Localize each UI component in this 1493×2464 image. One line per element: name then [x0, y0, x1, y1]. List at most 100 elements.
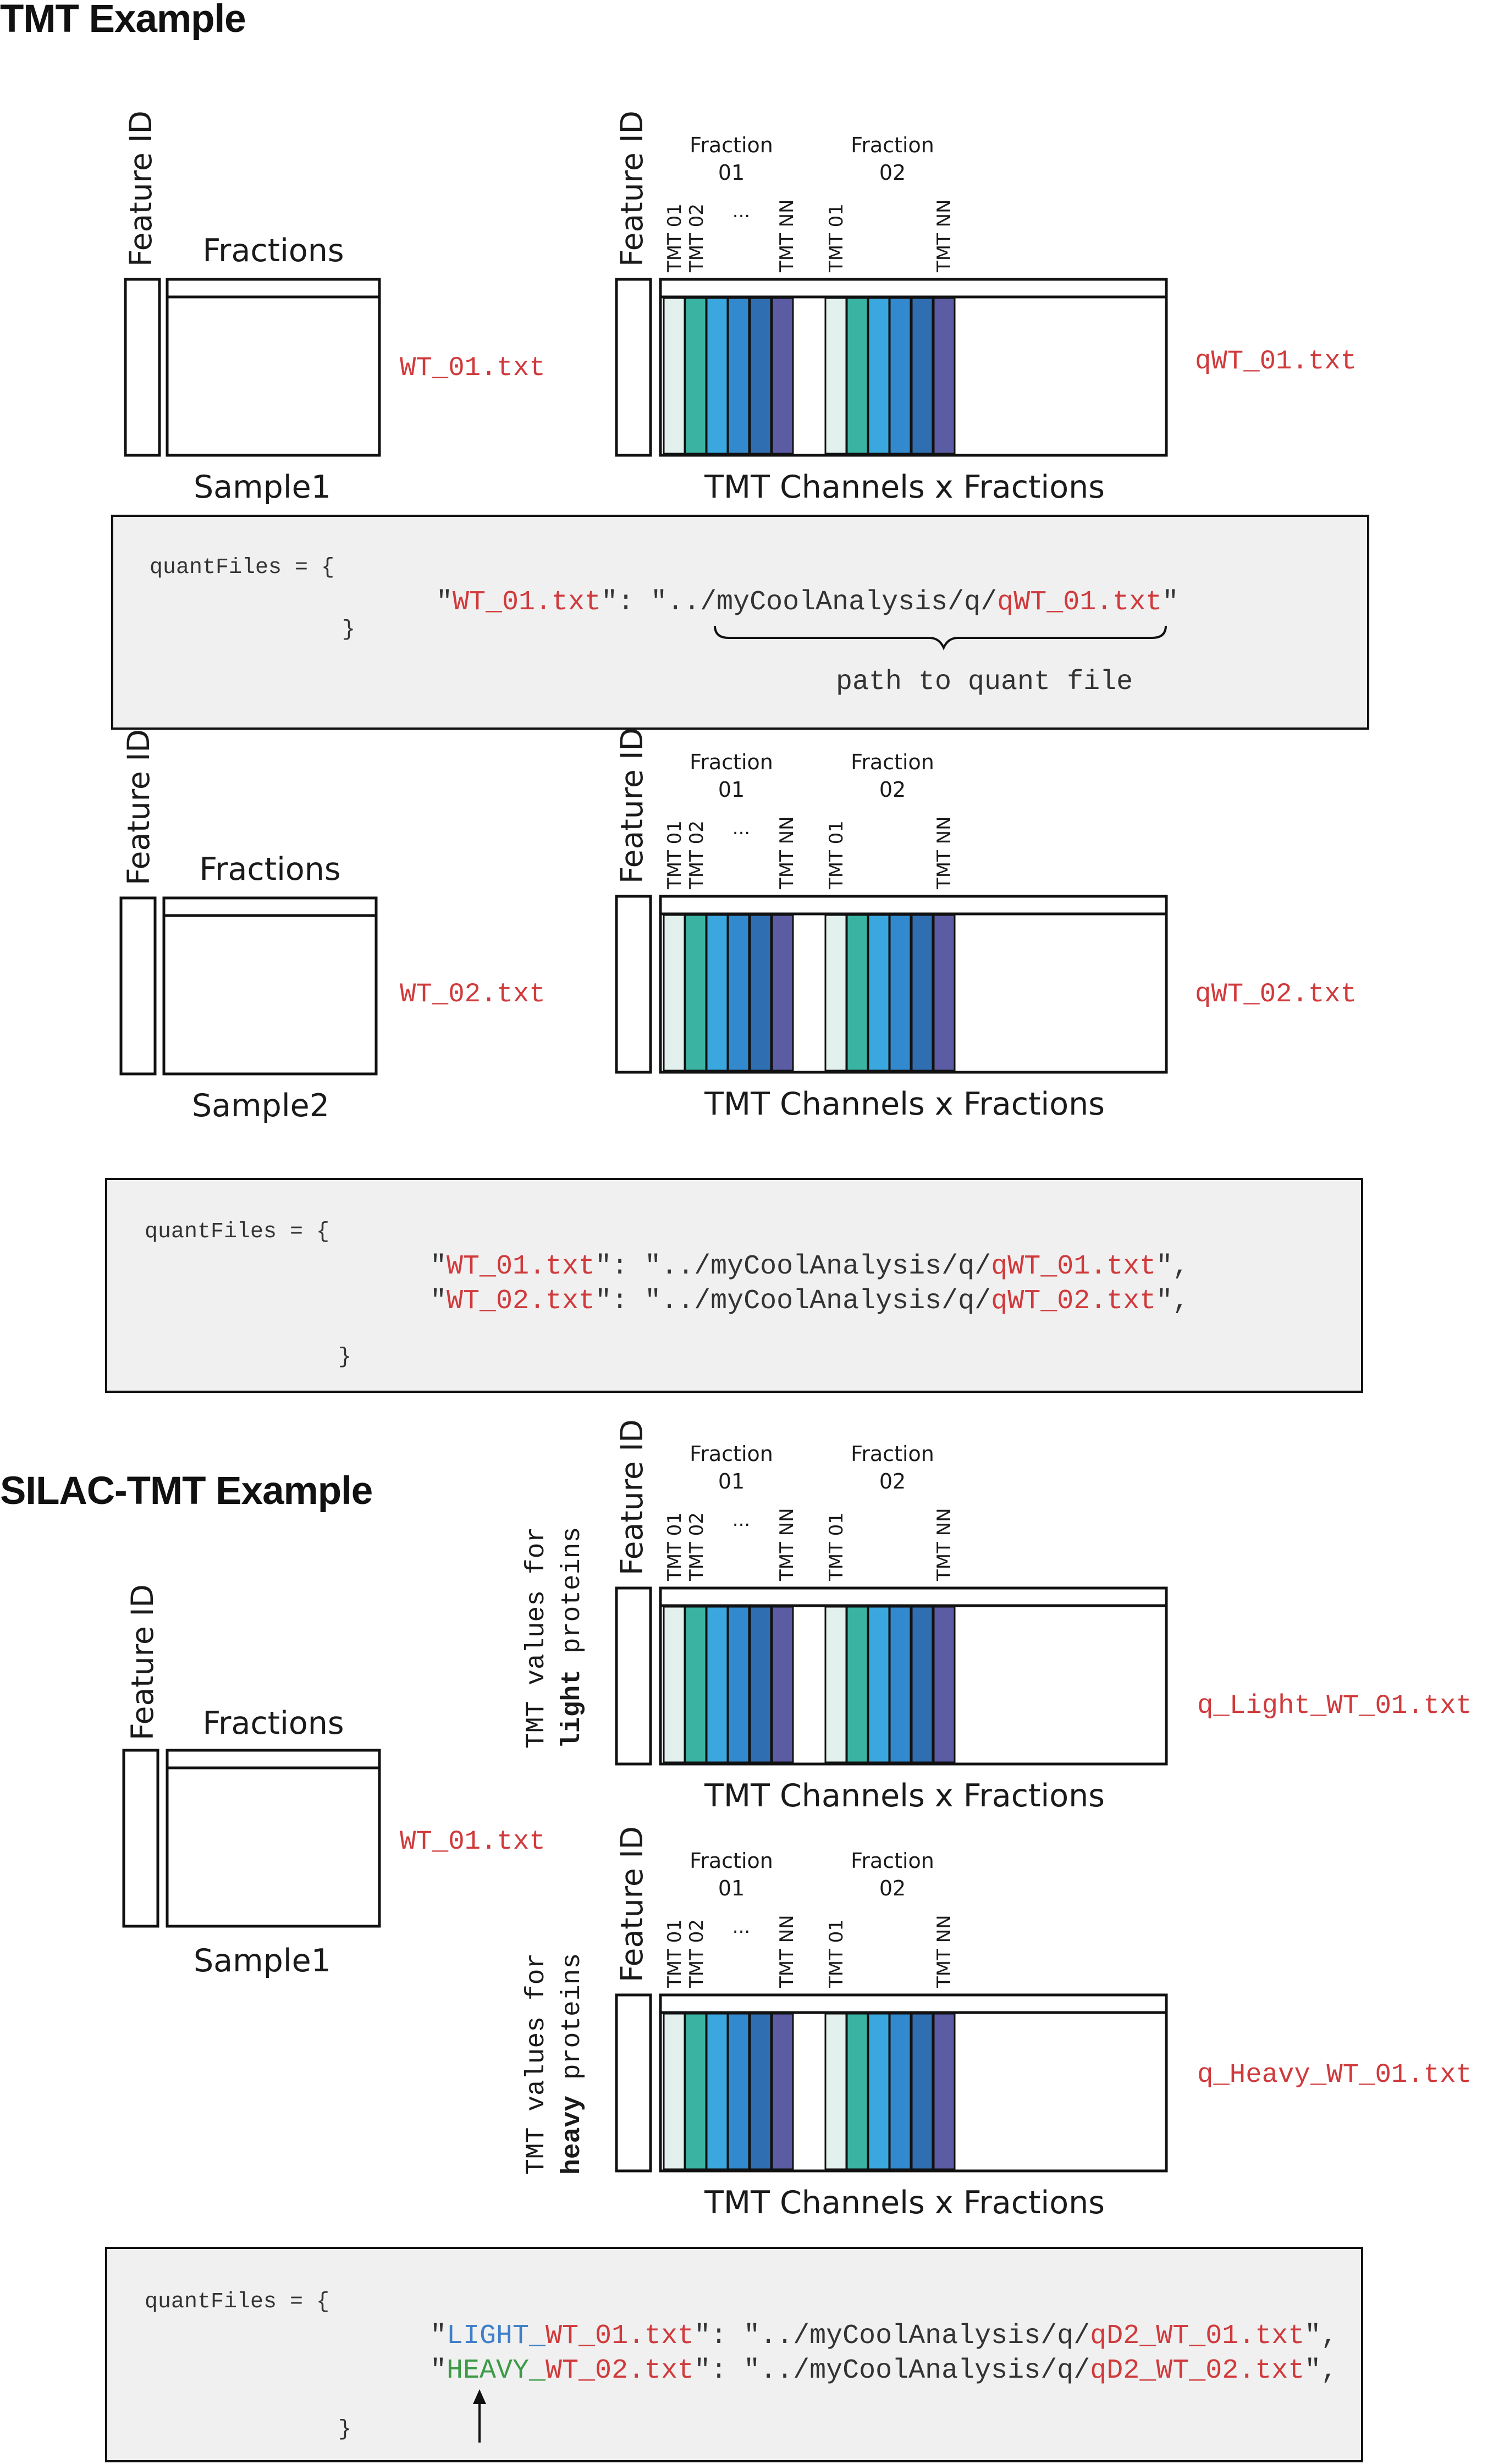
tmt-channel-bar-2-4 [889, 1606, 912, 1763]
tmt-nn-label: TMT NN [933, 816, 955, 890]
feature-id-column [615, 278, 652, 457]
tmt-01-label: TMT 01 [825, 203, 847, 273]
sample-label: Sample1 [194, 1943, 331, 1979]
tmt-channel-bar-1-5 [749, 914, 772, 1072]
tmt-channel-bar-1-6 [771, 297, 794, 455]
tmt-01-label: TMT 01 [664, 1919, 686, 1988]
tmt-channel-bar-1-3 [706, 1606, 729, 1763]
fraction-1-number: 01 [718, 1469, 745, 1493]
fractions-label: Fractions [199, 851, 340, 888]
tmt-channel-bar-1-1 [663, 297, 686, 455]
tmt-channel-bar-2-3 [867, 914, 890, 1072]
feature-id-label: Feature ID [614, 1826, 649, 1982]
fraction-2-number: 02 [879, 778, 906, 802]
heavy-side-label-2: heavy proteins [558, 1953, 587, 2175]
fraction-1-number: 01 [718, 161, 745, 185]
fraction-2-label: Fraction [851, 1442, 934, 1466]
fraction-2-number: 02 [879, 161, 906, 185]
tmt-nn-label: TMT NN [776, 1915, 798, 1988]
feature-id-label: Feature ID [123, 111, 158, 267]
fraction-2-label: Fraction [851, 750, 934, 774]
feature-id-label: Feature ID [614, 1419, 649, 1575]
tmt-channel-bar-1-4 [727, 297, 750, 455]
tmt-channel-bar-1-2 [684, 2013, 707, 2170]
feature-id-label: Feature ID [121, 729, 156, 885]
sample-table-2: Feature ID Fractions Sample2 [119, 729, 378, 1124]
tmt-01-label: TMT 01 [664, 203, 686, 273]
quant-file-name: qWT_01.txt [1195, 346, 1357, 377]
fraction-1-label: Fraction [690, 1442, 773, 1466]
tmt-channel-bar-1-1 [663, 2013, 686, 2170]
feature-id-column [615, 895, 652, 1074]
tmt-channel-bar-1-3 [706, 297, 729, 455]
code-box-2: quantFiles = { "WT_01.txt": "../myCoolAn… [105, 1178, 1363, 1393]
tmt-nn-label: TMT NN [776, 199, 798, 273]
feature-id-label: Feature ID [614, 111, 649, 267]
tmt-channels-label: TMT Channels x Fractions [704, 1778, 1105, 1814]
tmt-channel-bar-1-2 [684, 297, 707, 455]
quant-table-heavy: Feature ID TMT Channels x Fractions Frac… [614, 1826, 1168, 2221]
sample-label: Sample2 [192, 1088, 329, 1124]
tmt-example-heading: TMT Example [0, 0, 246, 41]
tmt-channel-bar-2-5 [911, 2013, 934, 2170]
code-line: quantFiles = { [145, 2290, 329, 2314]
quant-table-2: Feature ID TMT Channels x Fractions Frac… [614, 727, 1168, 1122]
tmt-channel-bar-1-5 [749, 1606, 772, 1763]
fraction-1-label: Fraction [690, 750, 773, 774]
code-entry-1: "WT_01.txt": "../myCoolAnalysis/q/qWT_01… [430, 1251, 1189, 1282]
tmt-channel-bar-2-4 [889, 297, 912, 455]
silac-tmt-example-heading: SILAC-TMT Example [0, 1469, 372, 1513]
tmt-channel-bar-1-1 [663, 914, 686, 1072]
tmt-channel-bar-2-1 [824, 1606, 847, 1763]
code-close: } [342, 618, 355, 642]
code-box-3: quantFiles = { "LIGHT_WT_01.txt": "../my… [105, 2247, 1363, 2462]
path-annotation: path to quant file [836, 666, 1133, 698]
tmt-channel-bar-2-5 [911, 297, 934, 455]
file-name: WT_01.txt [400, 352, 546, 383]
tmt-channel-bar-1-4 [727, 914, 750, 1072]
tmt-channel-bar-1-2 [684, 1606, 707, 1763]
heavy-side-label-1: TMT values for [522, 1953, 552, 2175]
tmt-channels-label: TMT Channels x Fractions [704, 2185, 1105, 2221]
tmt-channel-bar-1-5 [749, 297, 772, 455]
tmt-channel-bar-2-2 [846, 2013, 869, 2170]
fraction-1-number: 01 [718, 1876, 745, 1900]
quant-file-name: qWT_02.txt [1195, 979, 1357, 1010]
code-entry-light: "LIGHT_WT_01.txt": "../myCoolAnalysis/q/… [430, 2320, 1337, 2352]
tmt-channel-bar-1-6 [771, 1606, 794, 1763]
sample-table-1: Feature ID Fractions Sample1 [123, 111, 381, 505]
tmt-channel-bar-2-5 [911, 914, 934, 1072]
tmt-channel-bar-2-2 [846, 297, 869, 455]
feature-id-column [615, 1586, 652, 1766]
tmt-01-label: TMT 01 [664, 820, 686, 890]
tmt-channel-bar-2-5 [911, 1606, 934, 1763]
tmt-01-label: TMT 01 [825, 1512, 847, 1581]
tmt-channel-bar-2-6 [933, 297, 956, 455]
tmt-nn-label: TMT NN [776, 1508, 798, 1581]
fractions-label: Fractions [202, 233, 344, 269]
code-entry-2: "WT_02.txt": "../myCoolAnalysis/q/qWT_02… [430, 1286, 1189, 1317]
tmt-channel-bar-2-1 [824, 297, 847, 455]
tmt-channel-bar-2-2 [846, 914, 869, 1072]
sample-table-silac: Feature ID Fractions Sample1 [122, 1584, 381, 1979]
tmt-02-label: TMT 02 [686, 1512, 708, 1581]
tmt-channels-label: TMT Channels x Fractions [704, 1086, 1105, 1122]
quant-table-1: Feature ID TMT Channels x Fractions Frac… [614, 111, 1168, 505]
tmt-02-label: TMT 02 [686, 820, 708, 890]
tmt-nn-label: TMT NN [776, 816, 798, 890]
tmt-nn-label: TMT NN [933, 1508, 955, 1581]
file-name: WT_02.txt [400, 979, 546, 1010]
ellipsis-label: ... [732, 1509, 750, 1531]
tmt-01-label: TMT 01 [825, 820, 847, 890]
tmt-channel-bar-1-4 [727, 2013, 750, 2170]
fraction-2-label: Fraction [851, 133, 934, 157]
tmt-nn-label: TMT NN [933, 199, 955, 273]
feature-id-label: Feature ID [614, 727, 649, 884]
tmt-channel-bar-1-5 [749, 2013, 772, 2170]
code-close: } [338, 1345, 351, 1370]
tmt-01-label: TMT 01 [825, 1919, 847, 1988]
tmt-channel-bar-2-2 [846, 1606, 869, 1763]
tmt-channel-bar-2-3 [867, 1606, 890, 1763]
tmt-channel-bar-1-1 [663, 1606, 686, 1763]
up-arrow-icon [473, 2389, 486, 2443]
